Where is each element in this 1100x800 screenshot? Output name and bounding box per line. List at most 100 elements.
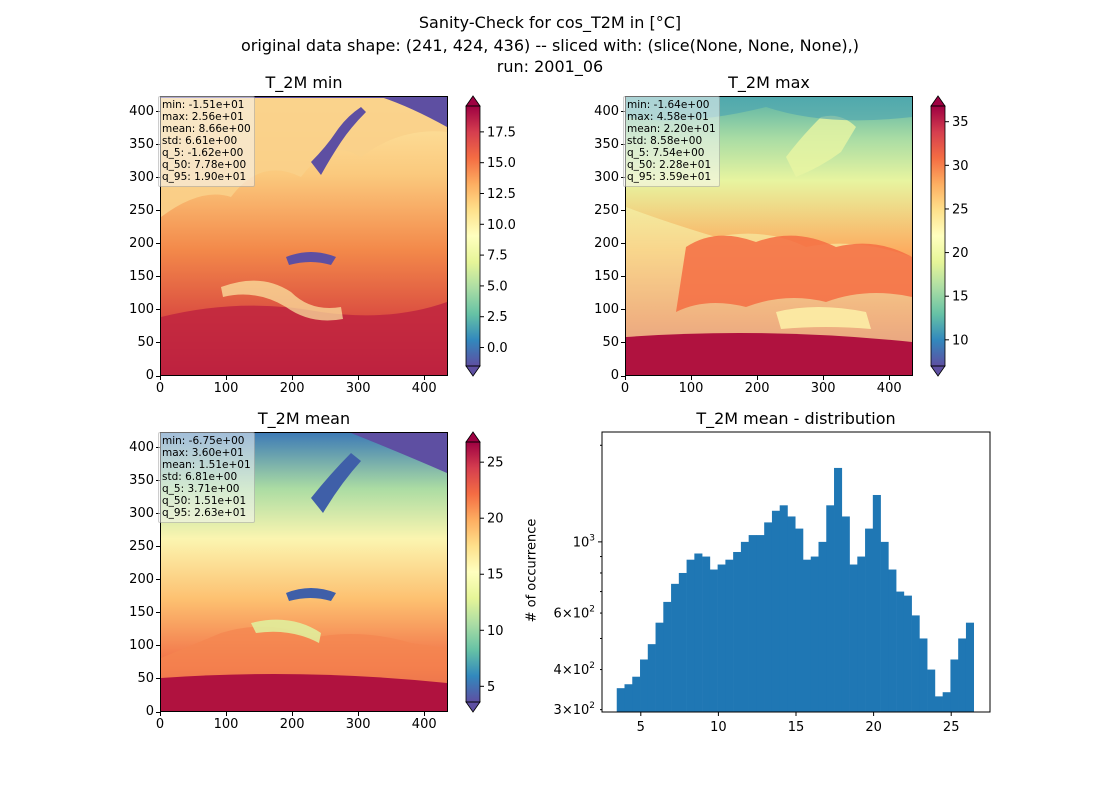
histogram-bar [632, 676, 641, 712]
histogram-bar [616, 688, 625, 712]
y-tick-mark [621, 210, 625, 212]
colorbar-max: 10 15 20 25 30 35 [930, 95, 991, 377]
y-tick-label: 200 [129, 235, 154, 251]
y-tick-label: 300 [129, 505, 154, 521]
stats-line: q_95: 3.59e+01 [627, 171, 712, 183]
panel-dist-title: T_2M mean - distribution [696, 409, 896, 428]
colorbar-mean: 5 10 15 20 25 [465, 431, 526, 713]
histogram-bar [748, 535, 757, 712]
histogram-bar [802, 559, 812, 712]
histogram-x-tick-label: 15 [788, 720, 805, 735]
histogram-bar [671, 583, 680, 712]
histogram-bar [771, 510, 781, 712]
x-tick-label: 0 [620, 381, 630, 396]
stats-line: max: 4.58e+01 [627, 111, 709, 123]
colorbar-gradient [466, 442, 480, 702]
histogram-bar [725, 559, 734, 712]
y-tick-label: 150 [129, 604, 154, 620]
y-tick-label: 250 [594, 202, 619, 218]
y-tick-mark [621, 342, 625, 344]
histogram-bar [826, 505, 835, 712]
x-tick-label: 200 [279, 381, 305, 396]
colorbar-extend-max [465, 431, 481, 443]
x-tick-label: 100 [678, 381, 704, 396]
x-tick-label: 0 [155, 381, 165, 396]
colorbar-tick-label: 10 [487, 624, 504, 639]
colorbar-tick-label: 25 [487, 456, 504, 471]
stats-line: std: 8.58e+00 [627, 135, 703, 147]
x-tick-label: 200 [744, 381, 770, 396]
y-tick-mark [156, 375, 160, 377]
colorbar-tick-label: 10 [952, 333, 969, 348]
x-tick-label: 400 [411, 381, 437, 396]
y-tick-label: 150 [129, 268, 154, 284]
x-tick-mark [357, 376, 359, 380]
y-tick-label: 50 [137, 670, 154, 686]
colorbar-tick-label: 20 [952, 246, 969, 261]
histogram-bar [880, 541, 889, 712]
colorbar-extend-min [930, 365, 946, 377]
histogram-bar [834, 467, 843, 712]
x-tick-mark [822, 376, 824, 380]
y-tick-label: 100 [129, 301, 154, 317]
stats-line: min: -6.75e+00 [162, 435, 245, 447]
histogram-bar [810, 556, 819, 712]
histogram-bar [849, 564, 858, 712]
x-tick-label: 300 [810, 381, 836, 396]
y-tick-label: 0 [145, 704, 154, 719]
figure-title-line-3: run: 2001_06 [496, 57, 604, 76]
figure-title-line-1: Sanity-Check for cos_T2M in [°C] [418, 13, 682, 32]
histogram-bar [818, 541, 827, 712]
x-tick-label: 300 [345, 381, 371, 396]
x-tick-mark [357, 712, 359, 716]
y-tick-mark [156, 678, 160, 680]
x-tick-label: 400 [876, 381, 902, 396]
colorbar-tick-label: 12.5 [487, 187, 516, 202]
colorbar-tick-label: 2.5 [487, 310, 508, 325]
stats-line: mean: 8.66e+00 [162, 123, 251, 135]
histogram-x-tick-label: 20 [865, 720, 882, 735]
colorbar-gradient [931, 106, 945, 366]
colorbar-border [930, 105, 946, 367]
x-tick-mark [423, 712, 425, 716]
histogram-bar [903, 595, 912, 712]
colorbar-tick-label: 17.5 [487, 125, 516, 140]
y-tick-label: 150 [594, 268, 619, 284]
histogram-x-tick-label: 25 [943, 720, 960, 735]
panel-mean-title: T_2M mean [257, 409, 351, 428]
histogram-bar [958, 638, 967, 712]
x-tick-label: 400 [411, 717, 437, 732]
x-tick-mark [423, 376, 425, 380]
histogram-y-tick-label: 6×102 [554, 605, 595, 622]
histogram-bar [865, 528, 874, 712]
y-tick-label: 400 [129, 439, 154, 455]
stats-box-max: min: -1.64e+00 max: 4.58e+01 mean: 2.20e… [623, 96, 720, 187]
y-tick-label: 50 [602, 334, 619, 350]
x-tick-mark [888, 376, 890, 380]
stats-box-min: min: -1.51e+01 max: 2.56e+01 mean: 8.66e… [158, 96, 255, 187]
y-tick-label: 300 [129, 169, 154, 185]
histogram-x-tick-label: 10 [710, 720, 727, 735]
stats-line: q_5: 7.54e+00 [627, 147, 705, 159]
y-tick-mark [156, 243, 160, 245]
stats-line: max: 3.60e+01 [162, 447, 244, 459]
histogram-bar [965, 622, 975, 712]
colorbar-gradient [466, 106, 480, 366]
histogram-bar [756, 535, 765, 712]
x-tick-mark [159, 376, 161, 380]
histogram-bar [686, 559, 695, 712]
stats-line: q_5: -1.62e+00 [162, 147, 244, 159]
figure-title-line-2: original data shape: (241, 424, 436) -- … [241, 36, 859, 55]
y-tick-label: 250 [129, 202, 154, 218]
y-tick-mark [621, 375, 625, 377]
stats-line: q_50: 2.28e+01 [627, 159, 712, 171]
histogram-y-tick-label: 3×102 [554, 701, 595, 718]
colorbar-graphic: 0.0 2.5 5.0 7.5 10.0 12.5 15.0 17.5 [465, 95, 516, 377]
histogram-bar [919, 638, 928, 712]
colorbar-tick-label: 20 [487, 512, 504, 527]
colorbar-tick-label: 7.5 [487, 249, 508, 264]
y-tick-label: 0 [610, 368, 619, 383]
y-tick-label: 350 [129, 136, 154, 152]
colorbar-extend-max [930, 95, 946, 107]
histogram-bar [694, 553, 703, 712]
